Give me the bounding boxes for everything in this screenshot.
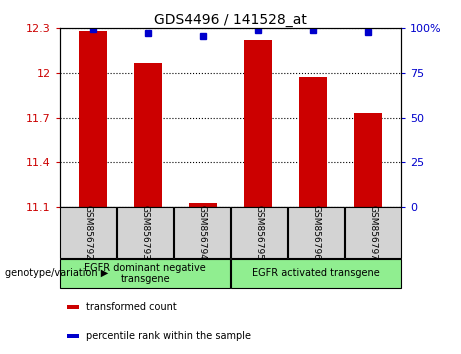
- Bar: [299, 78, 327, 207]
- Bar: [231, 207, 287, 258]
- Text: EGFR activated transgene: EGFR activated transgene: [252, 268, 380, 279]
- Text: GSM856795: GSM856795: [254, 205, 263, 260]
- Text: EGFR dominant negative
transgene: EGFR dominant negative transgene: [84, 263, 206, 284]
- Bar: [67, 305, 79, 309]
- Text: GSM856794: GSM856794: [198, 205, 207, 260]
- Text: GSM856793: GSM856793: [141, 205, 150, 260]
- Bar: [355, 113, 382, 207]
- Bar: [345, 207, 401, 258]
- Bar: [134, 63, 162, 207]
- Bar: [174, 207, 230, 258]
- Bar: [79, 31, 106, 207]
- Text: percentile rank within the sample: percentile rank within the sample: [86, 331, 251, 341]
- Text: genotype/variation ▶: genotype/variation ▶: [5, 268, 108, 279]
- Title: GDS4496 / 141528_at: GDS4496 / 141528_at: [154, 13, 307, 27]
- Text: GSM856796: GSM856796: [311, 205, 320, 260]
- Bar: [60, 259, 230, 287]
- Bar: [60, 207, 116, 258]
- Text: GSM856792: GSM856792: [84, 205, 93, 260]
- Bar: [288, 207, 343, 258]
- Bar: [118, 207, 173, 258]
- Text: GSM856797: GSM856797: [368, 205, 377, 260]
- Text: transformed count: transformed count: [86, 302, 177, 312]
- Bar: [67, 334, 79, 338]
- Bar: [189, 202, 217, 207]
- Bar: [244, 40, 272, 207]
- Bar: [231, 259, 401, 287]
